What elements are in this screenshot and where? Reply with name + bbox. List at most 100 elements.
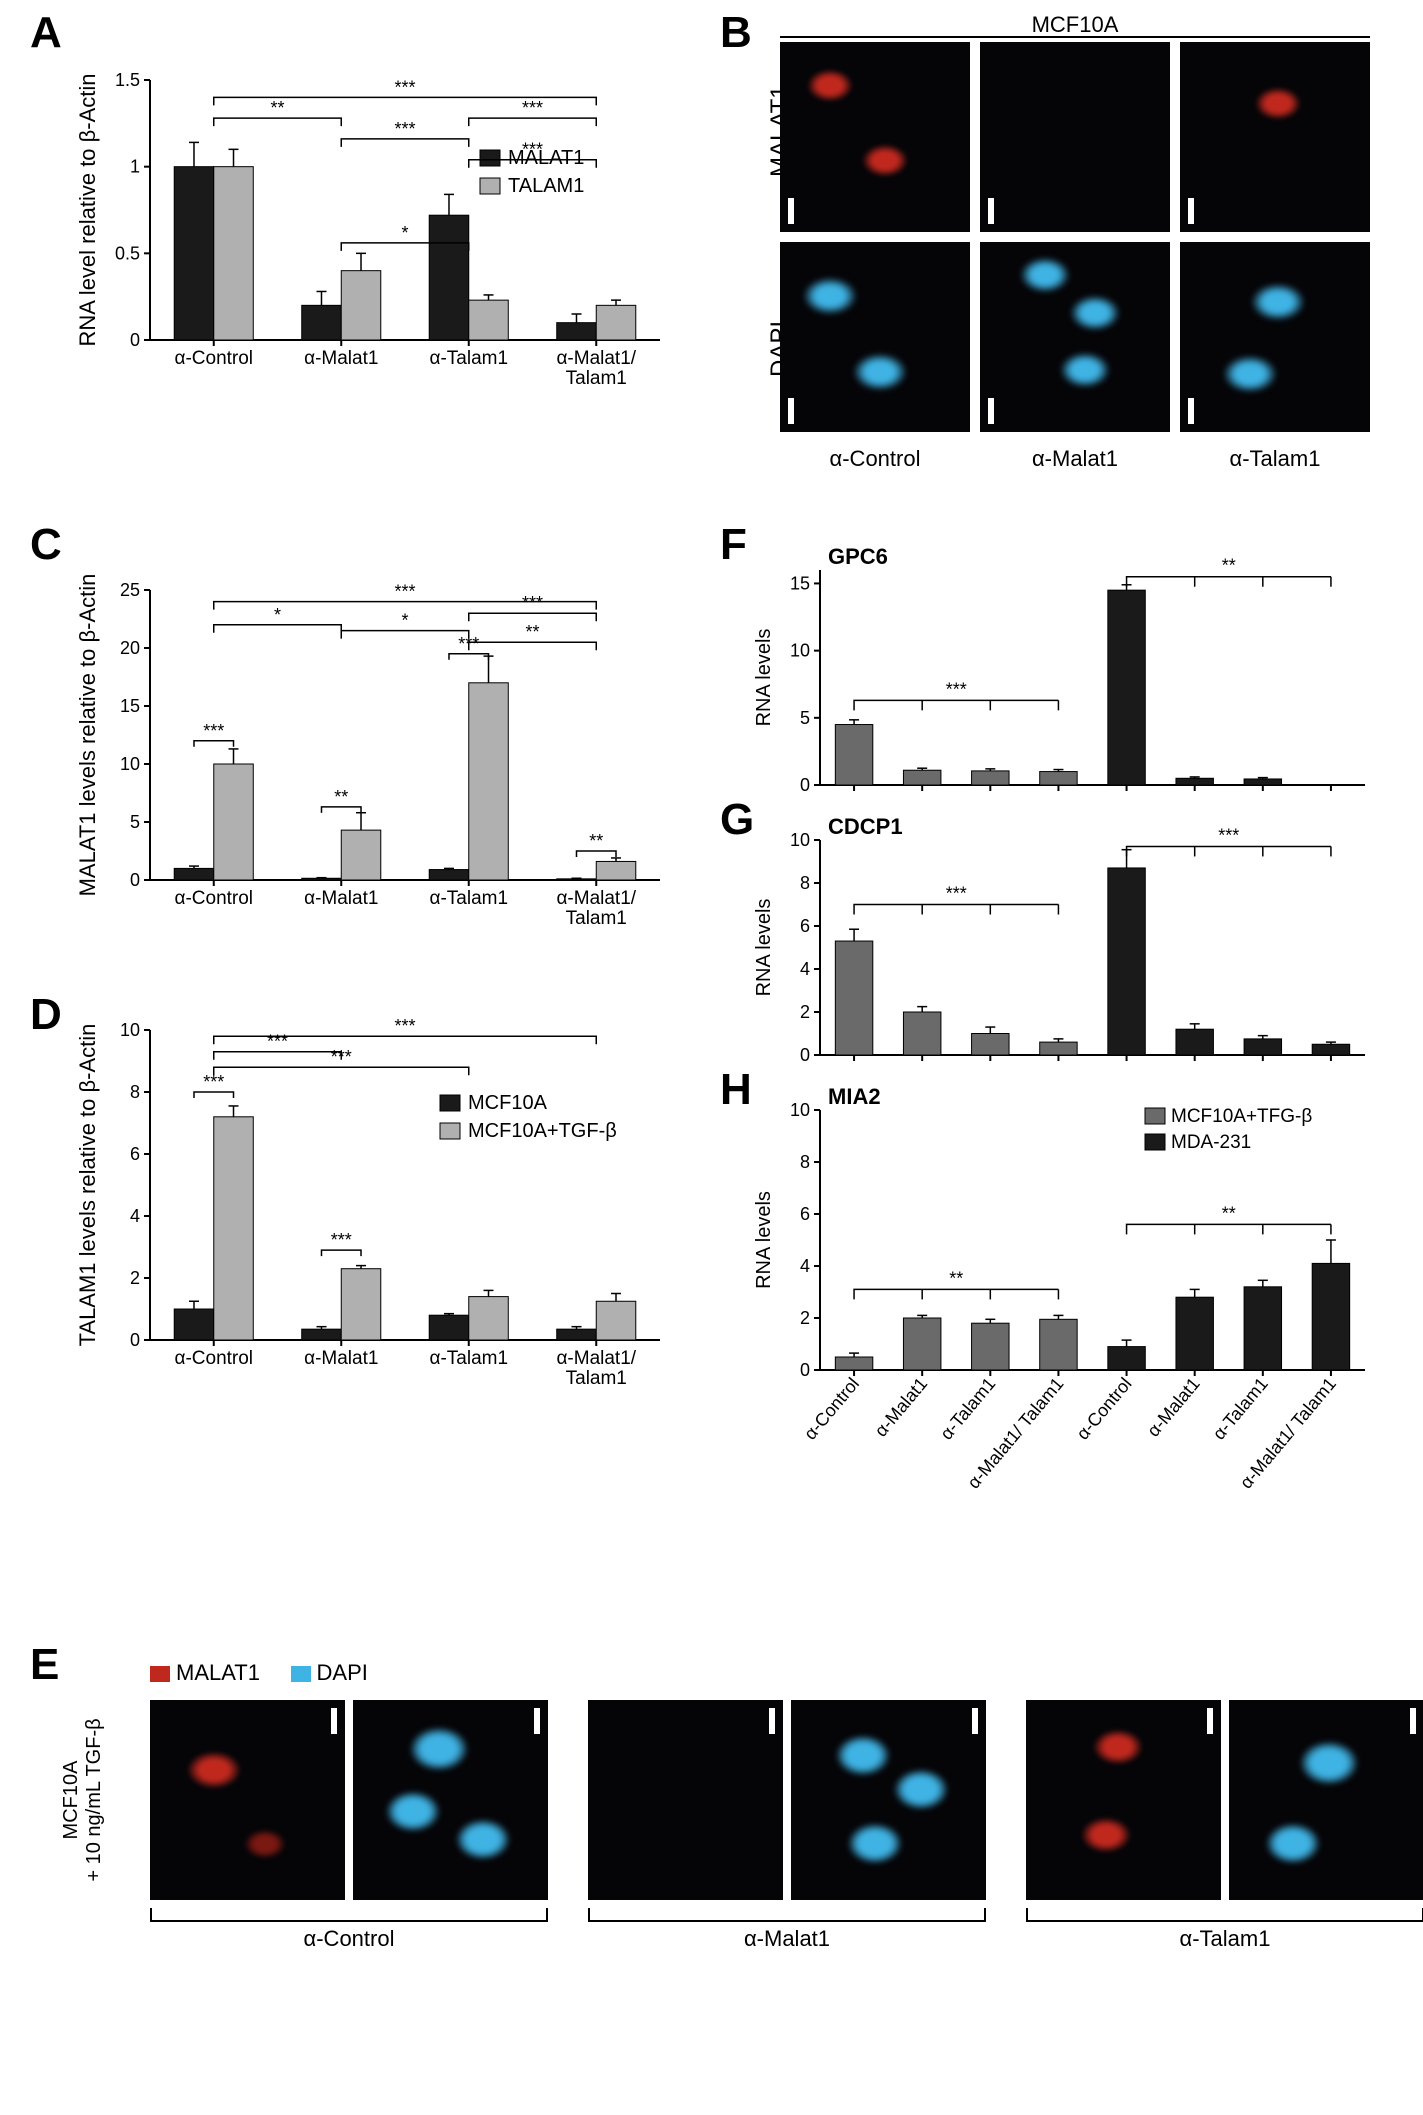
svg-text:10: 10 bbox=[790, 1100, 810, 1120]
microscopy-cell bbox=[980, 242, 1170, 432]
chart-panel-c: 0 5 10 15 20 25 MALAT1 levels relative to β-Ac… bbox=[60, 540, 680, 970]
microscopy-cell bbox=[588, 1700, 783, 1900]
svg-text:***: *** bbox=[394, 1016, 415, 1036]
microscopy-cell bbox=[1026, 1700, 1221, 1900]
svg-text:***: *** bbox=[946, 884, 967, 904]
svg-text:***: *** bbox=[394, 77, 415, 97]
svg-text:α-Malat1: α-Malat1 bbox=[304, 888, 378, 909]
panel-label-b: B bbox=[720, 8, 752, 58]
svg-text:MIA2: MIA2 bbox=[828, 1084, 881, 1109]
svg-text:α-Malat1: α-Malat1 bbox=[871, 1374, 932, 1441]
svg-text:α-Talam1: α-Talam1 bbox=[429, 348, 508, 369]
svg-text:0: 0 bbox=[800, 775, 810, 795]
svg-text:Talam1: Talam1 bbox=[566, 908, 627, 929]
svg-text:5: 5 bbox=[130, 812, 140, 832]
svg-text:α-Malat1: α-Malat1 bbox=[1143, 1374, 1204, 1441]
panel-label-d: D bbox=[30, 990, 62, 1040]
svg-text:0: 0 bbox=[800, 1045, 810, 1065]
svg-text:**: ** bbox=[1222, 1203, 1236, 1223]
svg-text:α-Control: α-Control bbox=[174, 348, 253, 369]
microscopy-cell bbox=[791, 1700, 986, 1900]
svg-text:Talam1: Talam1 bbox=[566, 368, 627, 389]
svg-text:***: *** bbox=[458, 634, 479, 654]
svg-text:15: 15 bbox=[790, 573, 810, 593]
svg-text:MDA-231: MDA-231 bbox=[1171, 1132, 1251, 1153]
svg-text:2: 2 bbox=[800, 1308, 810, 1328]
svg-text:0.5: 0.5 bbox=[115, 243, 140, 263]
svg-text:***: *** bbox=[331, 1047, 352, 1067]
svg-text:15: 15 bbox=[120, 696, 140, 716]
svg-text:TALAM1 levels relative to β-Ac: TALAM1 levels relative to β-Actin bbox=[75, 1024, 100, 1347]
chart-panel-a: 00.511.5RNA level relative to β-Actinα-C… bbox=[60, 30, 680, 430]
panel-b-collabel: α-Talam1 bbox=[1180, 446, 1370, 472]
svg-text:GPC6: GPC6 bbox=[828, 544, 888, 569]
svg-text:***: *** bbox=[522, 593, 543, 613]
svg-text:8: 8 bbox=[800, 873, 810, 893]
panel-b-collabel: α-Malat1 bbox=[980, 446, 1170, 472]
svg-text:***: *** bbox=[203, 1072, 224, 1092]
panel-e-legend: MALAT1 DAPI bbox=[150, 1660, 368, 1686]
svg-text:***: *** bbox=[394, 119, 415, 139]
svg-text:MCF10A: MCF10A bbox=[468, 1092, 548, 1114]
svg-text:6: 6 bbox=[800, 916, 810, 936]
svg-text:α-Control: α-Control bbox=[174, 1348, 253, 1369]
panel-label-c: C bbox=[30, 520, 62, 570]
svg-text:α-Malat1: α-Malat1 bbox=[304, 348, 378, 369]
svg-text:0: 0 bbox=[130, 870, 140, 890]
microscopy-cell bbox=[1180, 242, 1370, 432]
svg-text:*: * bbox=[401, 223, 408, 243]
svg-text:20: 20 bbox=[120, 638, 140, 658]
svg-text:5: 5 bbox=[800, 708, 810, 728]
svg-text:MCF10A+TGF-β: MCF10A+TGF-β bbox=[468, 1120, 617, 1142]
svg-text:α-Malat1/: α-Malat1/ bbox=[556, 348, 636, 369]
svg-text:MALAT1 levels relative to β-Ac: MALAT1 levels relative to β-Actin bbox=[75, 574, 100, 897]
svg-text:**: ** bbox=[1222, 556, 1236, 576]
figure-root: A B C D E F G H 00.511.5RNA level relati… bbox=[0, 0, 1423, 2115]
svg-text:1: 1 bbox=[130, 157, 140, 177]
panel-e-sidelabel: MCF10A + 10 ng/mL TGF-β bbox=[60, 1700, 106, 1900]
svg-text:6: 6 bbox=[130, 1144, 140, 1164]
svg-text:8: 8 bbox=[130, 1082, 140, 1102]
svg-text:RNA levels: RNA levels bbox=[753, 629, 775, 727]
chart-panel-f: 051015RNA levelsGPC6***** bbox=[740, 540, 1380, 800]
panel-b-collabel: α-Control bbox=[780, 446, 970, 472]
svg-text:*: * bbox=[274, 605, 281, 625]
panel-label-a: A bbox=[30, 8, 62, 58]
svg-text:**: ** bbox=[525, 622, 539, 642]
svg-text:10: 10 bbox=[790, 830, 810, 850]
svg-text:10: 10 bbox=[120, 754, 140, 774]
svg-text:**: ** bbox=[949, 1268, 963, 1288]
svg-text:α-Control: α-Control bbox=[1072, 1374, 1135, 1444]
svg-text:0: 0 bbox=[130, 1330, 140, 1350]
svg-text:***: *** bbox=[267, 1032, 288, 1052]
svg-text:25: 25 bbox=[120, 580, 140, 600]
svg-text:α-Malat1/: α-Malat1/ bbox=[556, 888, 636, 909]
svg-text:**: ** bbox=[270, 98, 284, 118]
panel-e-collabel: α-Malat1 bbox=[588, 1926, 986, 1952]
svg-text:α-Talam1: α-Talam1 bbox=[1209, 1374, 1272, 1444]
svg-text:6: 6 bbox=[800, 1204, 810, 1224]
svg-text:2: 2 bbox=[800, 1002, 810, 1022]
svg-text:*: * bbox=[401, 611, 408, 631]
chart-panel-h: 0246810RNA levelsMIA2α-Controlα-Malat1α-… bbox=[740, 1080, 1380, 1540]
svg-text:0: 0 bbox=[800, 1360, 810, 1380]
svg-text:4: 4 bbox=[130, 1206, 140, 1226]
svg-text:8: 8 bbox=[800, 1152, 810, 1172]
svg-text:MALAT1: MALAT1 bbox=[508, 147, 584, 169]
svg-text:**: ** bbox=[589, 831, 603, 851]
svg-text:CDCP1: CDCP1 bbox=[828, 814, 903, 839]
microscopy-cell bbox=[150, 1700, 345, 1900]
panel-label-e: E bbox=[30, 1640, 59, 1690]
svg-text:10: 10 bbox=[790, 641, 810, 661]
svg-text:***: *** bbox=[1218, 825, 1239, 845]
svg-text:**: ** bbox=[334, 787, 348, 807]
svg-text:MCF10A+TFG-β: MCF10A+TFG-β bbox=[1171, 1106, 1312, 1127]
svg-text:RNA level relative to β-Actin: RNA level relative to β-Actin bbox=[75, 73, 100, 346]
svg-text:RNA levels: RNA levels bbox=[753, 899, 775, 997]
microscopy-cell bbox=[780, 42, 970, 232]
svg-text:α-Malat1: α-Malat1 bbox=[304, 1348, 378, 1369]
chart-panel-g: 0246810RNA levelsCDCP1****** bbox=[740, 810, 1380, 1070]
svg-text:α-Control: α-Control bbox=[174, 888, 253, 909]
svg-text:***: *** bbox=[946, 679, 967, 699]
svg-text:***: *** bbox=[331, 1230, 352, 1250]
